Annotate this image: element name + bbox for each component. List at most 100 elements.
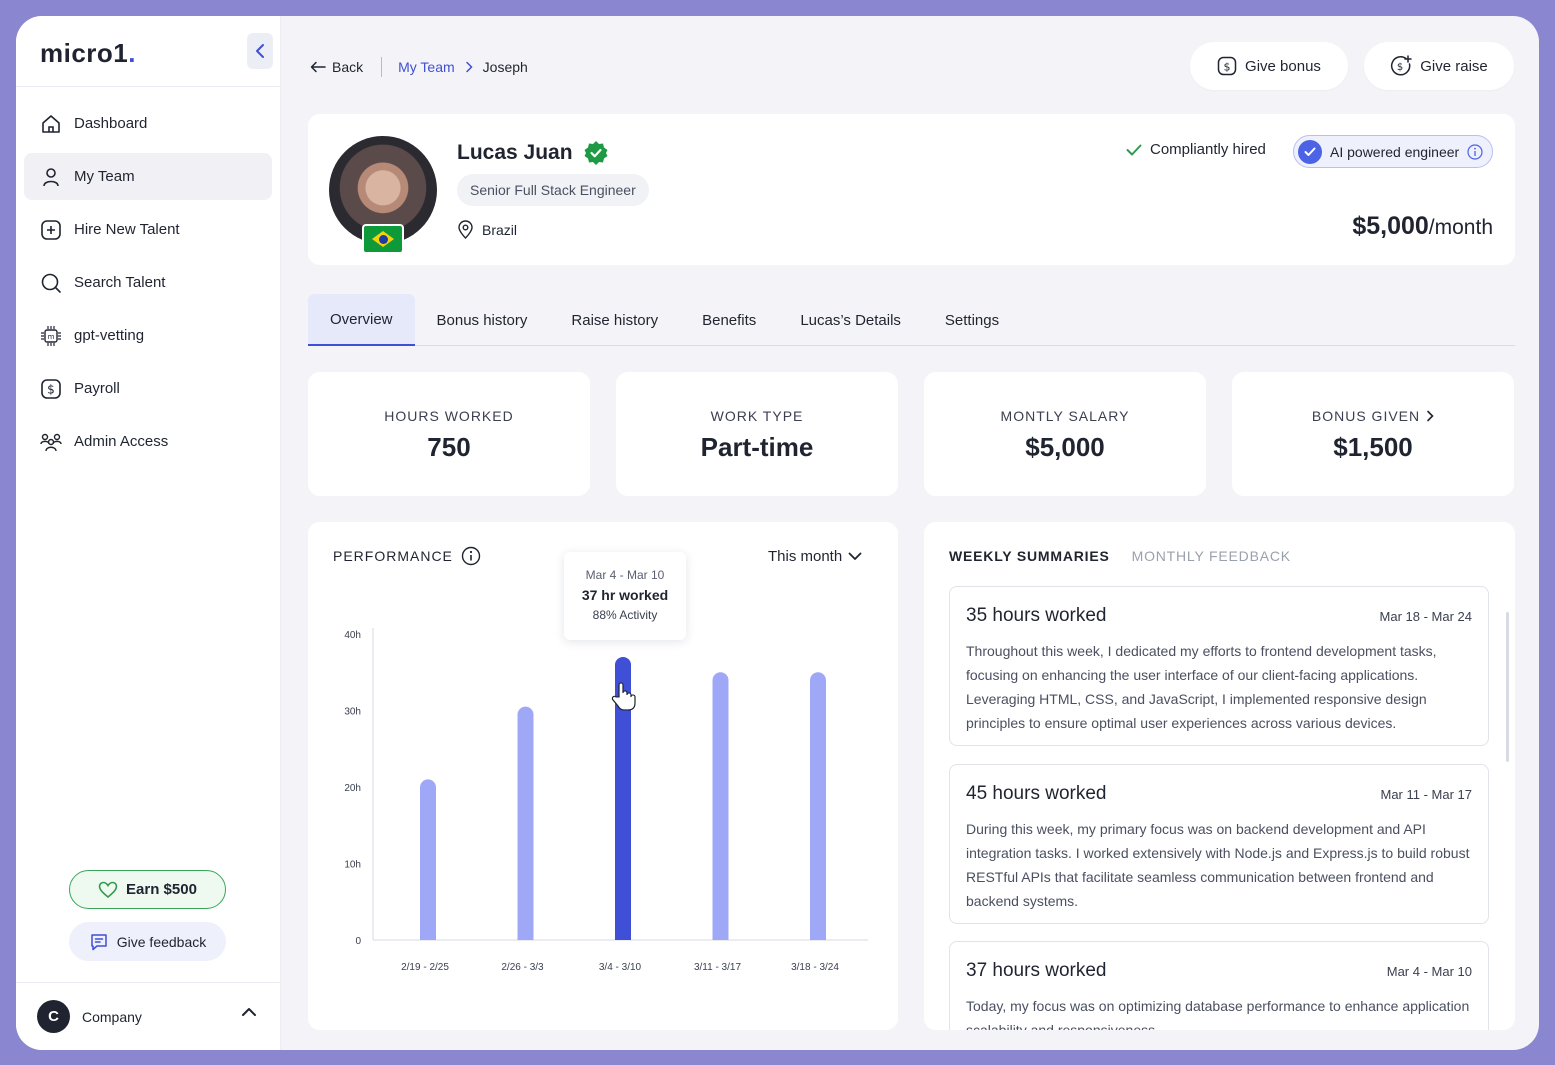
svg-text:m: m [48, 333, 55, 341]
tab-details[interactable]: Lucas’s Details [800, 311, 901, 329]
role-badge: Senior Full Stack Engineer [457, 174, 649, 206]
hired-label: Compliantly hired [1150, 141, 1266, 158]
back-button[interactable]: Back [310, 59, 363, 75]
svg-text:$: $ [1397, 62, 1403, 73]
give-bonus-button[interactable]: $ Give bonus [1190, 42, 1348, 90]
company-avatar: C [37, 1000, 70, 1033]
message-icon [91, 933, 107, 950]
sidebar-item-admin-access[interactable]: Admin Access [24, 418, 272, 465]
tab-settings[interactable]: Settings [944, 311, 1000, 329]
tooltip-pointer [615, 640, 631, 648]
profile-name-row: Lucas Juan [457, 140, 609, 166]
stat-bonus-given[interactable]: BONUS GIVEN $1,500 [1232, 372, 1514, 496]
give-raise-label: Give raise [1420, 57, 1488, 75]
logo[interactable]: micro1. [40, 38, 136, 68]
chevron-right-icon [465, 61, 473, 73]
summary-date: Mar 4 - Mar 10 [1386, 964, 1472, 979]
summary-card: 45 hours worked Mar 11 - Mar 17 During th… [949, 764, 1489, 924]
sidebar-item-label: Dashboard [74, 115, 148, 132]
stat-value: Part-time [700, 432, 814, 462]
brazil-flag-icon [362, 224, 404, 254]
stat-label: MONTLY SALARY [1000, 408, 1130, 424]
search-icon [40, 272, 62, 294]
location-label: Brazil [482, 221, 518, 238]
svg-text:$: $ [1224, 61, 1231, 74]
scrollbar[interactable] [1506, 612, 1509, 762]
give-feedback-button[interactable]: Give feedback [69, 922, 226, 961]
stat-label: HOURS WORKED [384, 408, 514, 424]
chart-bar [810, 672, 826, 940]
company-name: Company [82, 1008, 142, 1025]
sidebar-item-label: Hire New Talent [74, 221, 180, 238]
sidebar-item-payroll[interactable]: $ Payroll [24, 365, 272, 412]
profile-name: Lucas Juan [457, 141, 573, 164]
plus-square-icon [40, 219, 62, 241]
chart-tooltip: Mar 4 - Mar 10 37 hr worked 88% Activity [564, 552, 686, 640]
tab-raise-history[interactable]: Raise history [571, 311, 659, 329]
tab-benefits[interactable]: Benefits [702, 311, 757, 329]
summary-card: 35 hours worked Mar 18 - Mar 24 Throughou… [949, 586, 1489, 746]
divider [381, 57, 383, 77]
collapse-sidebar-button[interactable] [247, 33, 273, 69]
home-icon [40, 113, 62, 135]
sidebar-item-label: Search Talent [74, 274, 166, 291]
range-dropdown[interactable]: This month [768, 548, 862, 565]
performance-chart: 0 10h 20h 30h 40h 2/19 - 2/25 2/26 - 3/3 3/4 - … [344, 628, 868, 973]
sidebar-item-search-talent[interactable]: Search Talent [24, 259, 272, 306]
stat-label-row: BONUS GIVEN [1232, 408, 1514, 424]
x-tick-label: 2/19 - 2/25 [401, 962, 449, 973]
feedback-label: Give feedback [116, 933, 207, 950]
sidebar-item-hire-new-talent[interactable]: Hire New Talent [24, 206, 272, 253]
app-frame: micro1. Dashboard My Team Hire New Talen… [16, 16, 1539, 1050]
hand-cursor-icon [611, 682, 636, 711]
stat-monthly-salary: MONTLY SALARY $5,000 [924, 372, 1206, 496]
weekly-summaries-card: WEEKLY SUMMARIES MONTHLY FEEDBACK 35 hou… [924, 522, 1515, 1030]
sidebar-item-label: Payroll [74, 380, 120, 397]
sidebar-item-dashboard[interactable]: Dashboard [24, 100, 272, 147]
avatar-wrap [329, 136, 437, 254]
breadcrumb: Back My Team Joseph [310, 56, 528, 78]
summary-title: 45 hours worked [966, 783, 1107, 804]
summary-body: During this week, my primary focus was o… [966, 821, 1470, 909]
summary-body: Throughout this week, I dedicated my eff… [966, 643, 1437, 731]
chevron-left-icon [256, 44, 264, 58]
summary-card: 37 hours worked Mar 4 - Mar 10 Today, my … [949, 941, 1489, 1030]
breadcrumb-my-team[interactable]: My Team [398, 59, 455, 75]
tab-bar: Overview Bonus history Raise history Ben… [308, 294, 1515, 346]
stat-value: 750 [427, 432, 471, 462]
salary-amount: $5,000 [1352, 212, 1429, 240]
earn-referral-button[interactable]: Earn $500 [69, 870, 226, 909]
company-switcher[interactable]: C Company [16, 982, 281, 1050]
tab-monthly-feedback[interactable]: MONTHLY FEEDBACK [1131, 548, 1291, 564]
sidebar-item-label: My Team [74, 168, 135, 185]
svg-text:$: $ [47, 382, 55, 396]
summary-title: 35 hours worked [966, 605, 1107, 626]
tooltip-date: Mar 4 - Mar 10 [585, 568, 665, 582]
tab-weekly-summaries[interactable]: WEEKLY SUMMARIES [949, 548, 1110, 564]
give-raise-button[interactable]: $ Give raise [1364, 42, 1514, 90]
info-icon[interactable] [461, 546, 481, 566]
x-tick-label: 3/18 - 3/24 [791, 962, 839, 973]
ai-label: AI powered engineer [1330, 143, 1460, 160]
ai-powered-badge[interactable]: AI powered engineer [1293, 135, 1493, 168]
salary-display: $5,000/month [1352, 212, 1493, 241]
user-icon [40, 166, 62, 188]
performance-title: PERFORMANCE [333, 546, 481, 566]
salary-period: /month [1428, 216, 1493, 239]
y-tick-label: 30h [344, 707, 361, 718]
chevron-down-icon [848, 552, 862, 560]
y-tick-label: 20h [344, 783, 361, 794]
chart-bar [517, 706, 534, 940]
summary-tabs: WEEKLY SUMMARIES MONTHLY FEEDBACK [949, 548, 1291, 564]
info-icon[interactable] [1467, 143, 1483, 160]
logo-row: micro1. [16, 16, 280, 87]
verified-badge-icon [584, 141, 608, 165]
sidebar-item-gpt-vetting[interactable]: m gpt-vetting [24, 312, 272, 359]
sidebar-item-label: gpt-vetting [74, 327, 145, 344]
tab-bonus-history[interactable]: Bonus history [436, 311, 528, 329]
sidebar-item-my-team[interactable]: My Team [24, 153, 272, 200]
x-tick-label: 3/4 - 3/10 [599, 962, 642, 973]
tab-overview[interactable]: Overview [308, 294, 415, 346]
stat-label: BONUS GIVEN [1311, 408, 1421, 424]
back-label: Back [332, 59, 364, 75]
